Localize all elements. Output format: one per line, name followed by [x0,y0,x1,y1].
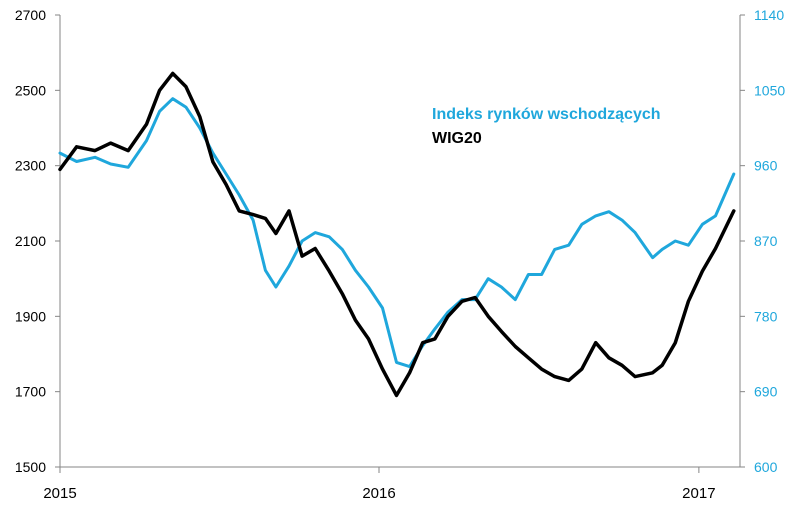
legend-entry-wig20: WIG20 [432,130,482,147]
y-left-tick-label: 1700 [15,384,46,400]
y-right-tick-label: 690 [754,384,778,400]
y-right-tick-label: 1050 [754,82,785,98]
y-right-tick-label: 1140 [754,7,784,23]
x-tick-label: 2016 [362,485,395,502]
y-left-tick-label: 2100 [15,233,46,249]
y-left-tick-label: 2300 [15,158,46,174]
y-right-tick-label: 960 [754,158,778,174]
y-right-tick-label: 780 [754,308,778,324]
x-tick-label: 2015 [43,485,76,502]
legend: Indeks rynków wschodzących WIG20 [432,106,661,147]
y-left-tick-label: 1900 [15,308,46,324]
legend-entry-emerging: Indeks rynków wschodzących [432,106,661,123]
x-tick-label: 2017 [682,485,715,502]
y-left-tick-label: 2700 [15,7,46,23]
series-line-wig20 [58,71,736,398]
series-lines [58,71,736,398]
series-line-emerging [58,97,736,369]
y-right-tick-label: 600 [754,459,778,475]
y-left-tick-label: 2500 [15,82,46,98]
axes: 1500 1700 1900 2100 2300 2500 2700 600 690 780 870… [15,7,786,502]
y-right-tick-label: 870 [754,233,778,249]
y-left-tick-label: 1500 [15,459,46,475]
